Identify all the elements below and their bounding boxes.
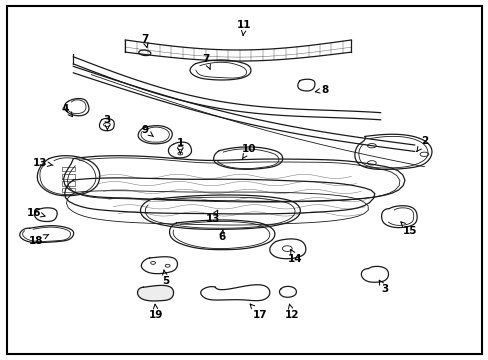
Text: 4: 4 bbox=[62, 104, 73, 117]
Text: 15: 15 bbox=[400, 222, 416, 236]
Text: 17: 17 bbox=[249, 304, 267, 320]
Bar bbox=[61, 167, 75, 171]
Text: 14: 14 bbox=[287, 249, 302, 264]
Text: 3: 3 bbox=[103, 115, 111, 131]
Text: 8: 8 bbox=[315, 85, 327, 95]
Text: 18: 18 bbox=[29, 234, 49, 246]
Polygon shape bbox=[137, 285, 173, 301]
Text: 19: 19 bbox=[148, 304, 163, 320]
Text: 9: 9 bbox=[141, 125, 153, 136]
Bar bbox=[61, 188, 75, 192]
Text: 12: 12 bbox=[285, 304, 299, 320]
Text: 1: 1 bbox=[176, 138, 183, 154]
Bar bbox=[61, 174, 75, 179]
Bar bbox=[61, 181, 75, 186]
Text: 2: 2 bbox=[416, 136, 427, 152]
Text: 13: 13 bbox=[205, 210, 220, 224]
Text: 13: 13 bbox=[33, 158, 53, 168]
Text: 7: 7 bbox=[202, 54, 210, 69]
Text: 10: 10 bbox=[242, 144, 256, 159]
Text: 6: 6 bbox=[218, 229, 225, 242]
Text: 5: 5 bbox=[162, 270, 169, 286]
Text: 3: 3 bbox=[379, 280, 387, 294]
Text: 7: 7 bbox=[141, 34, 148, 48]
Text: 16: 16 bbox=[27, 208, 45, 218]
Text: 11: 11 bbox=[237, 19, 251, 35]
